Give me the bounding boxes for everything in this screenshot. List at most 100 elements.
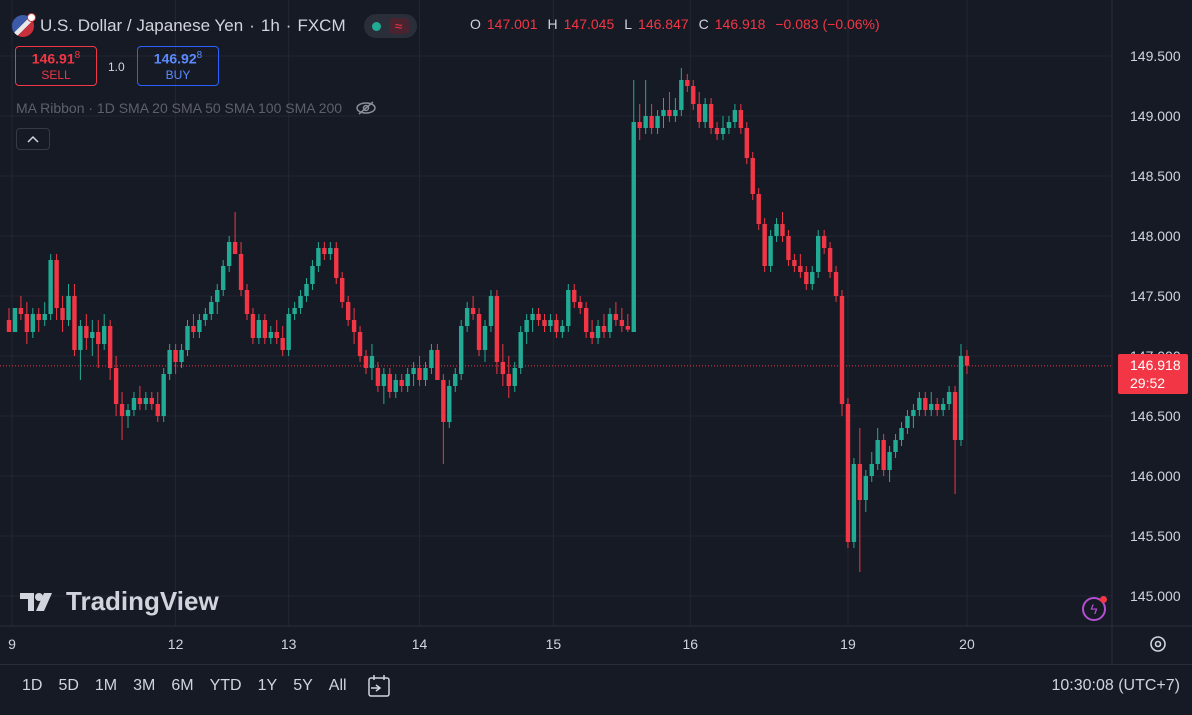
tf-5d[interactable]: 5D — [58, 677, 79, 694]
y-tick-label: 149.500 — [1130, 48, 1181, 64]
candle-body — [197, 320, 202, 332]
candle — [589, 320, 595, 344]
candle-body — [280, 338, 285, 350]
tf-1d[interactable]: 1D — [22, 677, 43, 694]
candle — [804, 266, 809, 290]
candle — [482, 320, 488, 362]
candle — [726, 116, 732, 134]
wave-icon: ≈ — [388, 18, 409, 34]
candle — [661, 98, 666, 128]
symbol-header[interactable]: U.S. Dollar / Japanese Yen · 1h · FXCM ≈ — [12, 12, 417, 40]
candle-body — [411, 368, 416, 374]
sell-button[interactable]: 146.918 SELL — [15, 46, 97, 86]
candle-body — [131, 398, 137, 410]
candle — [137, 386, 143, 410]
candle — [66, 284, 71, 326]
candle — [566, 284, 571, 332]
candle-body — [905, 416, 910, 428]
candle — [96, 320, 101, 368]
candle — [952, 386, 958, 494]
candle-body — [268, 332, 273, 338]
candle-body — [125, 410, 131, 416]
tf-1y[interactable]: 1Y — [257, 677, 278, 694]
candle-body — [399, 380, 404, 386]
logo-text: TradingView — [66, 586, 219, 616]
low-value: 146.847 — [638, 16, 689, 32]
candle — [786, 230, 791, 266]
candle-body — [744, 128, 749, 158]
candle-body — [226, 242, 232, 266]
candle — [42, 302, 47, 326]
candle-body — [316, 248, 321, 266]
tf-ytd[interactable]: YTD — [209, 677, 242, 694]
candle — [274, 320, 279, 344]
candle — [226, 236, 232, 272]
candle — [131, 392, 137, 416]
candle-body — [24, 314, 30, 332]
candle — [518, 326, 523, 374]
candle-body — [726, 122, 732, 128]
candle-body — [964, 356, 970, 366]
collapse-legend-button[interactable] — [16, 128, 50, 150]
close-value: 146.918 — [714, 16, 766, 32]
candle — [375, 362, 381, 392]
candle-body — [845, 404, 851, 542]
x-tick-label: 12 — [168, 636, 184, 652]
tf-5y[interactable]: 5Y — [293, 677, 313, 694]
tf-3m[interactable]: 3M — [133, 677, 156, 694]
eye-hidden-icon[interactable] — [356, 101, 376, 115]
tf-6m[interactable]: 6M — [171, 677, 194, 694]
candle-body — [917, 398, 922, 410]
candle-body — [54, 260, 59, 308]
candle — [149, 392, 154, 410]
candle-body — [816, 236, 821, 272]
candle — [667, 92, 672, 122]
candle-body — [804, 272, 809, 284]
clock[interactable]: 10:30:08 (UTC+7) — [1051, 677, 1180, 694]
candle-body — [167, 350, 172, 374]
candle — [560, 320, 565, 338]
candle-body — [155, 404, 160, 416]
market-status[interactable]: ≈ — [363, 14, 417, 38]
candle-body — [536, 314, 541, 320]
tf-all[interactable]: All — [328, 677, 347, 694]
candle — [84, 314, 89, 350]
candle-body — [554, 320, 559, 332]
interval[interactable]: 1h — [260, 16, 280, 35]
candle-body — [393, 380, 398, 392]
candle-body — [821, 236, 827, 248]
candle — [143, 392, 149, 410]
candle-body — [631, 122, 636, 332]
lot-size[interactable]: 1.0 — [108, 60, 125, 74]
tradingview-logo-icon — [20, 592, 52, 611]
candle — [887, 446, 892, 482]
candle — [548, 314, 553, 332]
candle — [387, 368, 392, 398]
candle — [268, 326, 273, 344]
tf-1m[interactable]: 1M — [94, 677, 118, 694]
candle-body — [750, 158, 755, 194]
candle — [554, 314, 559, 338]
candle-body — [6, 320, 12, 332]
buy-button[interactable]: 146.928 BUY — [137, 46, 219, 86]
candle-body — [893, 440, 898, 452]
candle — [536, 308, 541, 326]
candle — [851, 458, 857, 548]
candle — [381, 368, 387, 404]
candle — [221, 260, 226, 296]
candle-body — [221, 266, 226, 290]
buy-label: BUY — [165, 67, 191, 82]
goto-date-icon[interactable] — [366, 673, 392, 699]
price-chart[interactable]: 149.500 149.000 148.500 148.000 147.500 147.0… — [0, 0, 1192, 664]
candle — [405, 368, 410, 392]
candle — [601, 314, 607, 338]
candle — [107, 320, 113, 380]
lightning-icon[interactable]: ϟ — [1082, 596, 1107, 621]
candle-body — [655, 116, 660, 128]
candle — [470, 296, 476, 320]
settings-gear-icon[interactable] — [1148, 634, 1168, 654]
candle — [453, 368, 458, 392]
symbol-title[interactable]: U.S. Dollar / Japanese Yen — [40, 16, 244, 35]
indicator-legend[interactable]: MA Ribbon · 1D SMA 20 SMA 50 SMA 100 SMA… — [16, 100, 376, 116]
candle — [494, 290, 500, 374]
